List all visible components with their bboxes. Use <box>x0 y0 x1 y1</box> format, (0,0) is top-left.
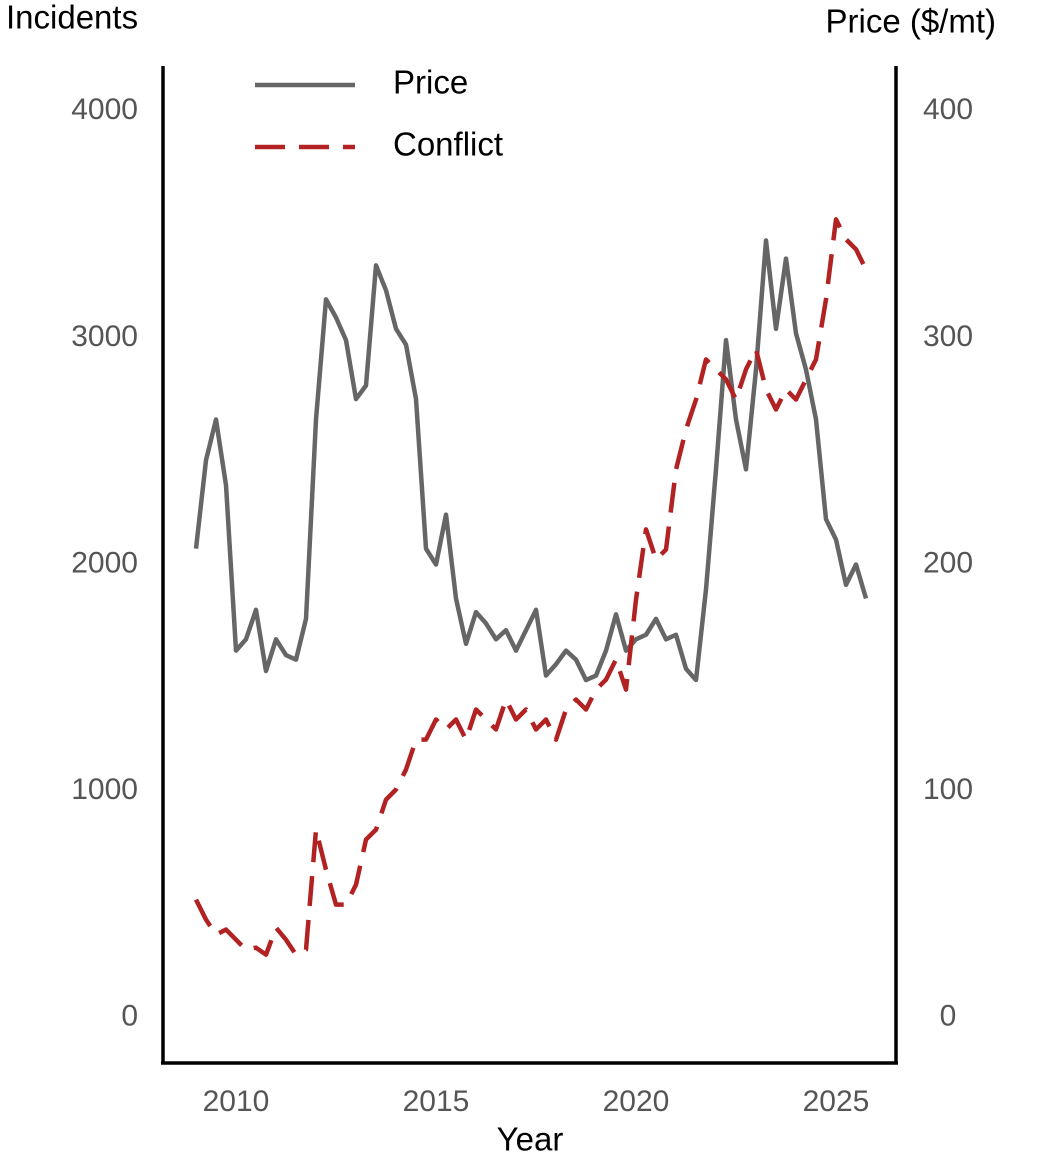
x-tick-label: 2010 <box>203 1085 270 1118</box>
x-axis-label: Year <box>497 1121 564 1158</box>
y2-axis-label: Price ($/mt) <box>825 3 996 40</box>
x-tick-label: 2020 <box>603 1085 670 1118</box>
legend-label: Price <box>393 64 468 101</box>
y-tick-label: 2000 <box>71 546 138 579</box>
y-axis-label: Incidents <box>6 0 138 36</box>
y-tick-label: 1000 <box>71 773 138 806</box>
y-tick-label: 4000 <box>71 93 138 126</box>
x-tick-label: 2025 <box>803 1085 870 1118</box>
y-tick-label: 0 <box>121 1000 138 1033</box>
y2-tick-label: 100 <box>923 773 973 806</box>
y2-tick-label: 300 <box>923 320 973 353</box>
y2-tick-label: 400 <box>923 93 973 126</box>
x-tick-label: 2015 <box>403 1085 470 1118</box>
series-line <box>193 217 869 957</box>
legend-label: Conflict <box>393 126 503 163</box>
y2-tick-label: 200 <box>923 546 973 579</box>
y-tick-label: 3000 <box>71 320 138 353</box>
series-line <box>193 238 869 683</box>
y2-tick-label: 0 <box>940 1000 957 1033</box>
